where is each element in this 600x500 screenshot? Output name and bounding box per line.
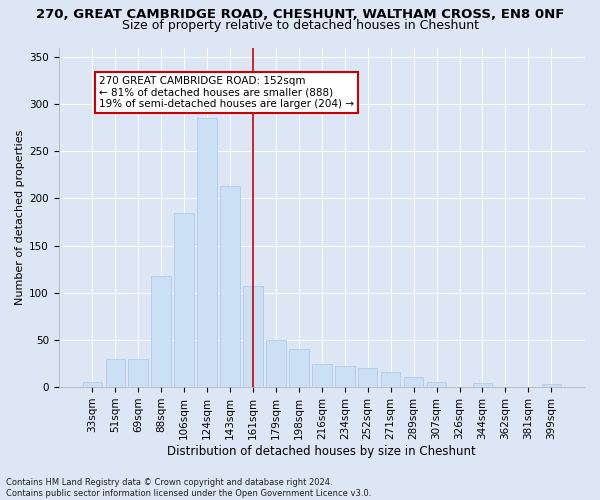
Bar — [175, 212, 194, 387]
Bar — [381, 372, 400, 387]
Bar — [542, 384, 561, 387]
Bar — [220, 186, 240, 387]
Bar — [427, 382, 446, 387]
Text: 270, GREAT CAMBRIDGE ROAD, CHESHUNT, WALTHAM CROSS, EN8 0NF: 270, GREAT CAMBRIDGE ROAD, CHESHUNT, WAL… — [36, 8, 564, 20]
Bar — [312, 364, 332, 387]
Bar — [404, 376, 424, 387]
Text: Contains HM Land Registry data © Crown copyright and database right 2024.
Contai: Contains HM Land Registry data © Crown c… — [6, 478, 371, 498]
Bar — [289, 350, 308, 387]
Bar — [197, 118, 217, 387]
Text: Size of property relative to detached houses in Cheshunt: Size of property relative to detached ho… — [121, 18, 479, 32]
Bar — [128, 359, 148, 387]
X-axis label: Distribution of detached houses by size in Cheshunt: Distribution of detached houses by size … — [167, 444, 476, 458]
Bar — [266, 340, 286, 387]
Bar — [106, 359, 125, 387]
Bar — [243, 286, 263, 387]
Y-axis label: Number of detached properties: Number of detached properties — [15, 130, 25, 305]
Bar — [358, 368, 377, 387]
Bar — [83, 382, 102, 387]
Bar — [335, 366, 355, 387]
Bar — [473, 384, 492, 387]
Bar — [151, 276, 171, 387]
Text: 270 GREAT CAMBRIDGE ROAD: 152sqm
← 81% of detached houses are smaller (888)
19% : 270 GREAT CAMBRIDGE ROAD: 152sqm ← 81% o… — [99, 76, 354, 109]
